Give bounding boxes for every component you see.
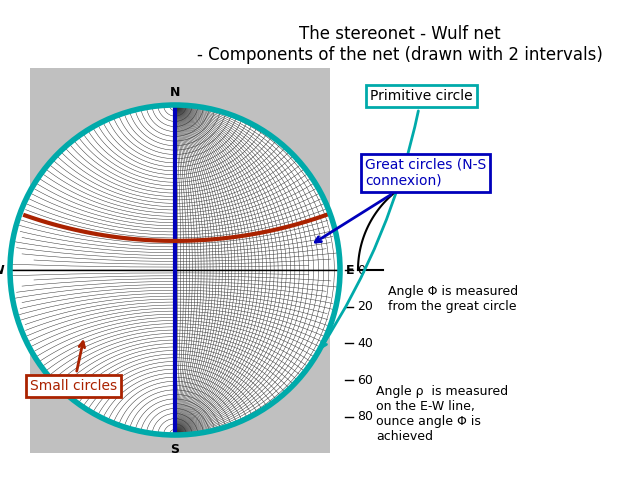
Text: 0: 0 bbox=[357, 264, 365, 276]
Text: The stereonet - Wulf net
- Components of the net (drawn with 2 intervals): The stereonet - Wulf net - Components of… bbox=[197, 25, 603, 64]
Text: 40: 40 bbox=[357, 337, 373, 350]
Text: 60: 60 bbox=[357, 373, 373, 386]
Text: Great circles (N-S
connexion): Great circles (N-S connexion) bbox=[316, 158, 486, 242]
Bar bbox=[30, 68, 330, 453]
Text: 80: 80 bbox=[357, 410, 373, 423]
Text: 20: 20 bbox=[357, 300, 373, 313]
Text: Small circles: Small circles bbox=[30, 342, 117, 393]
Text: Primitive circle: Primitive circle bbox=[321, 89, 472, 348]
Text: N: N bbox=[170, 86, 180, 99]
Text: S: S bbox=[170, 443, 179, 456]
Circle shape bbox=[10, 105, 340, 435]
Text: Angle ρ  is measured
on the E-W line,
ounce angle Φ is
achieved: Angle ρ is measured on the E-W line, oun… bbox=[376, 385, 508, 443]
Text: W: W bbox=[0, 264, 4, 276]
Text: Angle Φ is measured
from the great circle: Angle Φ is measured from the great circl… bbox=[388, 285, 518, 313]
Text: E: E bbox=[346, 264, 355, 276]
